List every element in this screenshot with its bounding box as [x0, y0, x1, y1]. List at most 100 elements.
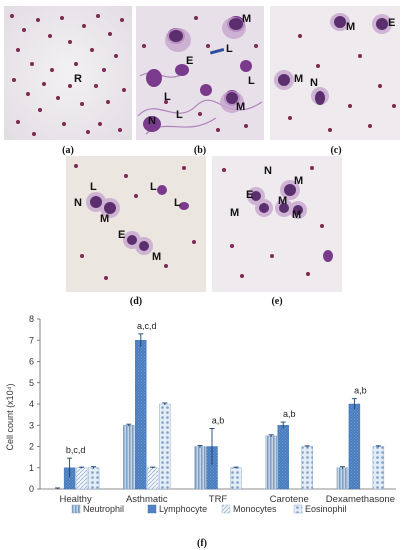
error-bar: [150, 466, 156, 469]
error-bar: [209, 427, 215, 465]
bar-lymphocyte-dexamethasone: [348, 403, 361, 490]
panel-label-d: (d): [129, 296, 143, 307]
bar-neutrophil-asthmatic: [123, 425, 135, 490]
legend-swatch: [71, 504, 81, 514]
legend-item-eosinophil: Eosinophil: [293, 504, 347, 514]
cell-mark-E: E: [118, 229, 125, 241]
y-tick-label: 4: [29, 399, 34, 409]
y-tick-label: 7: [29, 335, 34, 345]
error-bar: [339, 466, 345, 469]
error-bar: [268, 434, 274, 437]
significance-label: a,b: [354, 386, 367, 396]
bar-lymphocyte-carotene: [277, 425, 289, 490]
error-bar: [79, 466, 85, 469]
cell-mark-N: N: [310, 77, 318, 89]
bar-monocytes-healthy: [75, 467, 88, 490]
significance-label: a,c,d: [137, 321, 157, 331]
cell-mark-L: L: [226, 43, 233, 55]
bar-eosinophil-carotene: [301, 446, 313, 490]
cell-mark-M: M: [292, 209, 301, 221]
error-bar: [55, 487, 61, 489]
chart-annotations: b,c,d a,c,d a,b a,b a,b: [66, 321, 367, 455]
legend-label: Eosinophil: [305, 504, 347, 514]
cell-mark-N: N: [74, 197, 82, 209]
y-tick-label: 3: [29, 420, 34, 430]
figure-label-f: (f): [197, 538, 207, 549]
cell-mark-L: L: [90, 181, 97, 193]
bar-neutrophil-trf: [194, 446, 206, 490]
chart-x-labels: Healthy Asthmatic TRF Carotene Dexamethasone: [59, 494, 395, 505]
cell-mark-L: L: [248, 75, 255, 87]
cell-mark-E: E: [388, 17, 395, 29]
cell-mark-M: M: [294, 73, 303, 85]
error-bar: [67, 457, 73, 478]
bar-eosinophil-dexamethasone: [372, 446, 385, 490]
x-tick-label: TRF: [209, 494, 228, 505]
cell-mark-M: M: [152, 251, 161, 263]
error-bar: [162, 402, 168, 406]
error-bar: [375, 445, 381, 448]
cell-mark-M: M: [242, 13, 251, 25]
cell-mark-E: E: [246, 189, 253, 201]
micrograph-panel-e: N M E M M M: [212, 156, 342, 292]
legend-swatch: [293, 504, 303, 514]
error-bar: [126, 423, 132, 427]
y-tick-label: 2: [29, 442, 34, 452]
cell-mark-M: M: [100, 213, 109, 225]
bar-eosinophil-healthy: [87, 467, 100, 490]
bar-chart: Cell count (x10⁴) 0 1 2 3 4 5 6 7 8 b,c,d a,c,d a,…: [5, 314, 396, 549]
significance-label: a,b: [283, 409, 296, 419]
cell-mark-M: M: [236, 101, 245, 113]
legend-item-neutrophil: Neutrophil: [71, 504, 124, 514]
chart-legend: Neutrophil Lymphocyte Monocytes Eosinophil: [71, 504, 347, 514]
cell-mark-L: L: [164, 91, 171, 103]
legend-swatch: [147, 504, 157, 514]
cell-mark-M: M: [278, 195, 287, 207]
x-tick-label: Asthmatic: [126, 494, 168, 505]
cell-mark-M: M: [346, 21, 355, 33]
cell-mark-M: M: [230, 207, 239, 219]
significance-label: b,c,d: [66, 445, 86, 455]
y-tick-label: 5: [29, 378, 34, 388]
bar-lymphocyte-asthmatic: [135, 340, 147, 490]
error-bar: [91, 466, 97, 469]
error-bar: [233, 466, 239, 469]
x-tick-label: Carotene: [270, 494, 309, 505]
bar-eosinophil-trf: [230, 467, 242, 490]
bar-neutrophil-carotene: [265, 435, 277, 490]
x-tick-label: Dexamethasone: [326, 494, 395, 505]
panel-label-b: (b): [193, 145, 207, 156]
error-bar: [138, 333, 144, 347]
error-bar: [304, 445, 310, 448]
legend-label: Monocytes: [233, 504, 277, 514]
cell-mark-L: L: [174, 197, 181, 209]
cell-mark-M: M: [294, 175, 303, 187]
y-tick-label: 0: [29, 484, 34, 494]
legend-swatch: [221, 504, 231, 514]
chart-axes: 0 1 2 3 4 5 6 7 8: [29, 314, 396, 494]
bar-neutrophil-dexamethasone: [336, 467, 349, 490]
y-tick-label: 1: [29, 463, 34, 473]
legend-item-lymphocyte: Lymphocyte: [147, 504, 207, 514]
chart-bars: [55, 333, 385, 490]
cell-mark-L: L: [176, 109, 183, 121]
micrograph-panel-b: M E L L L N L M: [136, 6, 264, 140]
cell-mark-N: N: [264, 165, 272, 177]
panel-label-c: (c): [330, 145, 342, 156]
micrograph-panel-a: R: [4, 6, 132, 140]
y-tick-label: 6: [29, 357, 34, 367]
panel-label-e: (e): [271, 296, 283, 307]
micrograph-panel-d: L N M L L E M: [66, 156, 206, 292]
error-bar: [197, 444, 203, 448]
error-bar: [351, 398, 357, 410]
bar-monocytes-asthmatic: [147, 467, 159, 490]
legend-label: Neutrophil: [83, 504, 124, 514]
bar-eosinophil-asthmatic: [159, 403, 171, 490]
cell-mark-E: E: [186, 55, 193, 67]
y-axis-label: Cell count (x10⁴): [5, 384, 15, 451]
cell-mark-N: N: [148, 115, 156, 127]
micrograph-panel-c: M E M N: [270, 6, 400, 140]
cell-mark-L: L: [150, 181, 157, 193]
cell-mark-R: R: [74, 73, 82, 85]
error-bar: [280, 421, 286, 429]
